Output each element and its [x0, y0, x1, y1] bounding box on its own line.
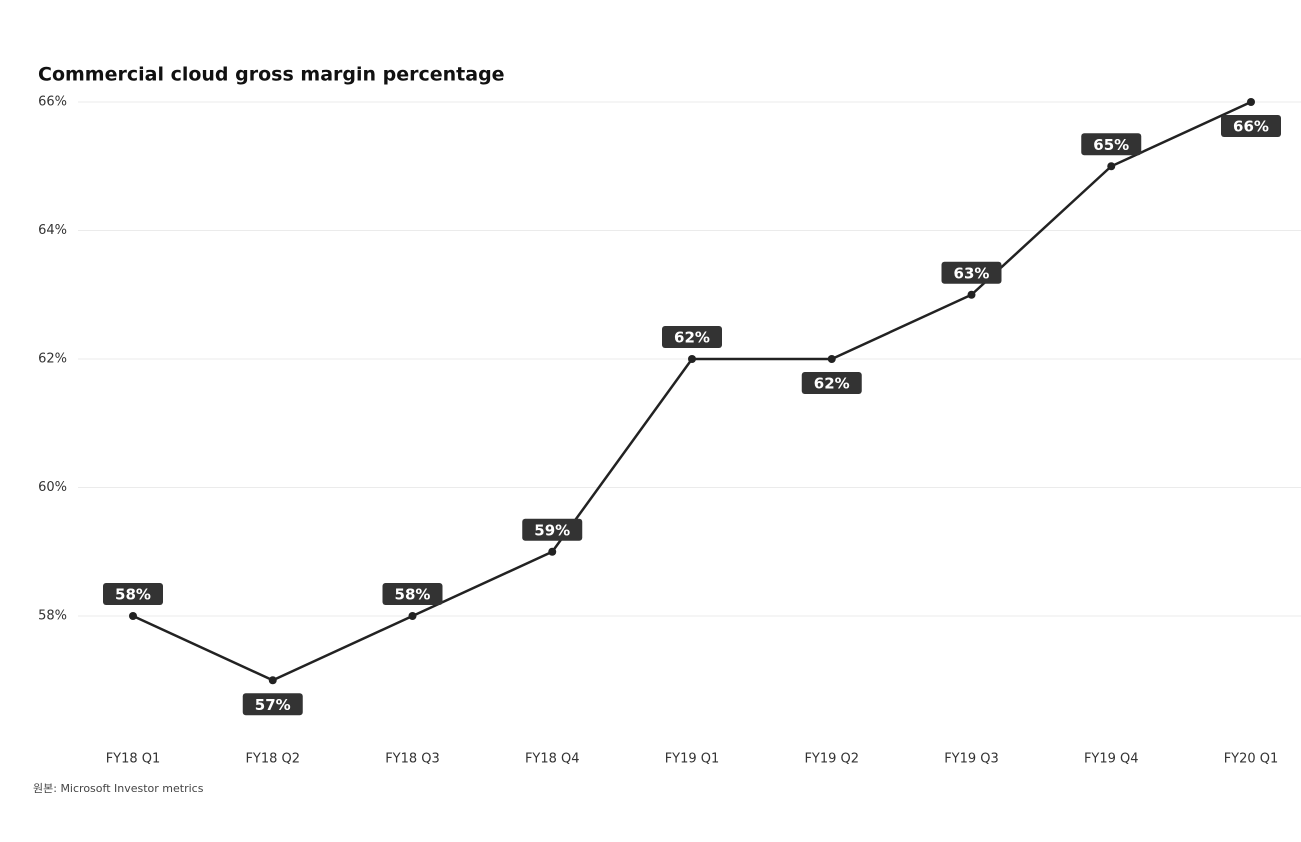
point [1107, 162, 1116, 171]
value-label: 62% [814, 375, 850, 393]
point [1247, 98, 1255, 106]
point [827, 355, 836, 363]
x-tick-label: FY19 Q3 [944, 752, 999, 767]
y-tick-label: 64% [38, 223, 67, 238]
value-label: 58% [395, 586, 431, 604]
value-label-bg [662, 326, 722, 348]
value-label: 58% [115, 586, 151, 604]
value-label-bg [522, 518, 583, 541]
value-label-bg [801, 372, 862, 394]
point [967, 290, 976, 299]
x-tick-label: FY19 Q2 [804, 752, 859, 767]
x-tick-label: FY18 Q4 [525, 752, 580, 767]
value-label: 62% [674, 329, 710, 347]
x-tick-label: FY18 Q2 [245, 752, 300, 767]
y-tick-label: 60% [38, 480, 67, 495]
value-label: 66% [1233, 118, 1269, 136]
y-tick-label: 66% [38, 95, 67, 110]
value-label: 65% [1093, 136, 1129, 154]
x-tick-label: FY18 Q3 [385, 752, 440, 767]
point [408, 612, 417, 620]
y-tick-label: 62% [38, 352, 67, 367]
value-label-bg [941, 261, 1002, 284]
value-label: 63% [954, 264, 990, 282]
value-label-bg [242, 693, 303, 716]
point [688, 355, 696, 363]
point [268, 676, 277, 685]
value-label-bg [1221, 115, 1281, 137]
x-tick-label: FY18 Q1 [106, 752, 161, 767]
value-label: 57% [255, 696, 291, 714]
line [132, 100, 1252, 682]
source-note: 원본: Microsoft Investor metrics [33, 782, 204, 795]
chart-title: Commercial cloud gross margin percentage [38, 64, 505, 86]
x-tick-label: FY19 Q4 [1084, 752, 1139, 767]
value-label: 59% [534, 521, 570, 539]
value-label-bg [1081, 133, 1142, 156]
value-label-bg [382, 583, 443, 605]
x-tick-label: FY20 Q1 [1224, 752, 1279, 767]
x-tick-label: FY19 Q1 [665, 752, 720, 767]
value-label-bg [103, 583, 163, 605]
point [548, 547, 557, 556]
point [129, 612, 137, 620]
y-tick-label: 58% [38, 609, 67, 624]
